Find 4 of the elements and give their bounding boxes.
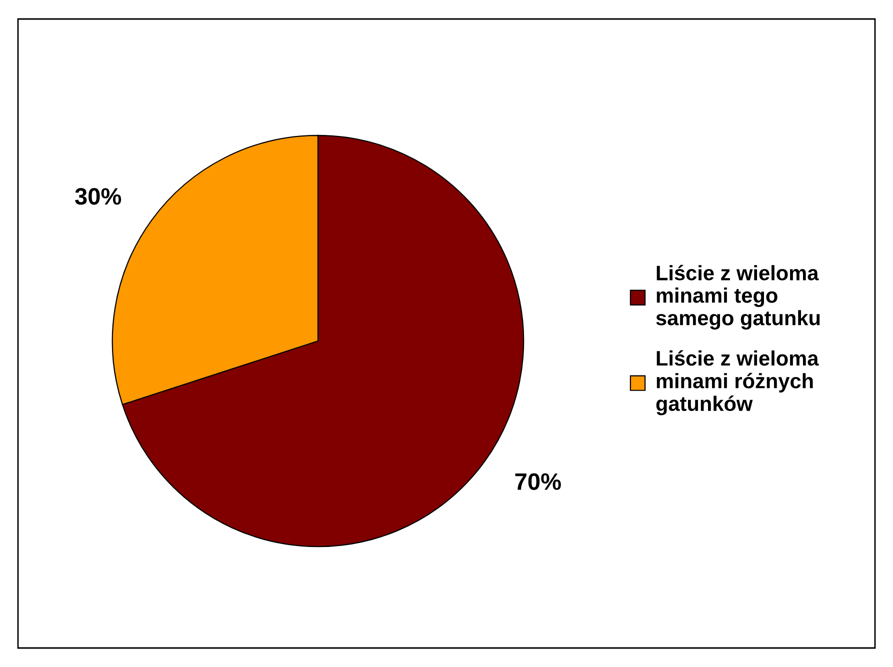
legend-label: Liście z wieloma minami tego samego gatunku bbox=[656, 264, 820, 330]
data-label: 70% bbox=[515, 473, 561, 490]
legend-label: Liście z wieloma minami różnych gatunków bbox=[656, 350, 819, 416]
data-label: 30% bbox=[75, 188, 122, 205]
